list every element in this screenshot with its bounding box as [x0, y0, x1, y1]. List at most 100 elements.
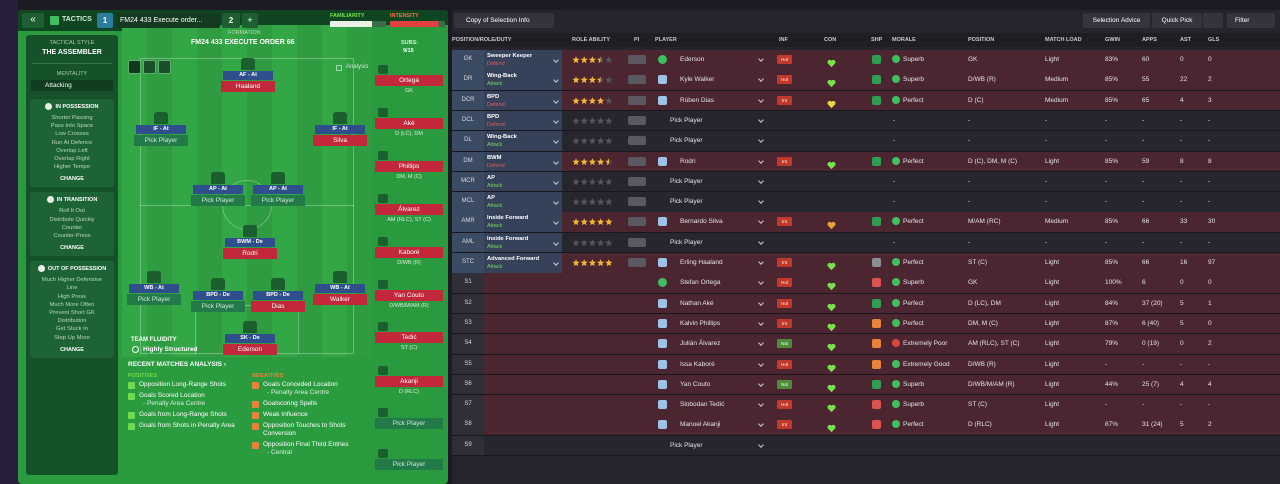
- filter[interactable]: Filter: [1227, 13, 1275, 28]
- player-name[interactable]: Rúben Dias: [680, 96, 714, 104]
- player-name[interactable]: Pick Player: [670, 137, 703, 145]
- role-tag[interactable]: WB - At: [315, 284, 365, 293]
- column-header[interactable]: PI: [634, 37, 640, 43]
- pi-icon[interactable]: [628, 176, 646, 186]
- sub-slot[interactable]: Aké: [375, 118, 443, 129]
- pi-icon[interactable]: [628, 95, 646, 105]
- player-slot[interactable]: Silva: [313, 135, 367, 146]
- sub-slot[interactable]: Tedić: [375, 332, 443, 343]
- player-slot[interactable]: Pick Player: [191, 195, 245, 206]
- player-slot[interactable]: Rodri: [223, 248, 277, 259]
- column-header[interactable]: ROLE ABILITY: [572, 37, 610, 43]
- player-slot[interactable]: Dias: [251, 301, 305, 312]
- player-name[interactable]: Pick Player: [670, 238, 703, 246]
- pi-icon[interactable]: [628, 197, 646, 207]
- column-header[interactable]: POSITION/ROLE/DUTY: [452, 37, 512, 43]
- column-header[interactable]: AST: [1180, 37, 1191, 43]
- player-name[interactable]: Erling Haaland: [680, 259, 723, 266]
- sub-slot[interactable]: Pick Player: [375, 459, 443, 470]
- column-header[interactable]: GLS: [1208, 37, 1220, 43]
- role-tag[interactable]: WB - At: [129, 284, 179, 293]
- role-tag[interactable]: AP - At: [253, 185, 303, 194]
- analysis-checkbox[interactable]: [336, 65, 342, 71]
- role-name[interactable]: AP: [487, 195, 496, 202]
- role-tag[interactable]: BPD - De: [193, 291, 243, 300]
- sub-slot[interactable]: Phillips: [375, 161, 443, 172]
- pi-icon[interactable]: [628, 237, 646, 247]
- slot-2[interactable]: 2: [222, 13, 240, 28]
- change-button[interactable]: CHANGE: [60, 346, 84, 353]
- formation-name[interactable]: FM24 433 EXECUTE ORDER 66: [191, 39, 295, 46]
- player-name[interactable]: Stefan Ortega: [680, 279, 721, 287]
- role-tag[interactable]: SK - De: [225, 334, 275, 343]
- sub-slot[interactable]: Kaboré: [375, 247, 443, 258]
- role-name[interactable]: Wing-Back: [487, 134, 517, 141]
- quick-pick[interactable]: Quick Pick: [1152, 13, 1202, 28]
- role-name[interactable]: AP: [487, 174, 496, 181]
- pi-icon[interactable]: [628, 156, 646, 166]
- role-tag[interactable]: IF - At: [315, 125, 365, 134]
- pi-icon[interactable]: [628, 115, 646, 125]
- role-tag[interactable]: BWM - De: [225, 238, 275, 247]
- player-name[interactable]: Pick Player: [670, 198, 703, 206]
- view-toggle[interactable]: [128, 60, 141, 74]
- column-header[interactable]: MORALE: [892, 37, 916, 43]
- column-header[interactable]: POSITION: [968, 37, 995, 43]
- sub-slot[interactable]: Pick Player: [375, 418, 443, 429]
- column-header[interactable]: INF: [779, 37, 788, 43]
- player-name[interactable]: Nathan Aké: [680, 299, 714, 307]
- player-name[interactable]: Julián Álvarez: [680, 340, 721, 348]
- selection-advice[interactable]: Selection Advice: [1083, 13, 1150, 28]
- change-button[interactable]: CHANGE: [60, 245, 84, 252]
- sub-slot[interactable]: Álvarez: [375, 204, 443, 215]
- pi-icon[interactable]: [628, 217, 646, 227]
- role-tag[interactable]: AF - At: [223, 71, 273, 80]
- player-name[interactable]: Slobodan Tedić: [680, 401, 725, 409]
- player-name[interactable]: Pick Player: [670, 441, 703, 449]
- add-tactic[interactable]: +: [242, 13, 258, 28]
- change-button[interactable]: CHANGE: [60, 176, 84, 183]
- role-tag[interactable]: AP - At: [193, 185, 243, 194]
- back-button[interactable]: «: [22, 13, 44, 28]
- role-name[interactable]: Inside Forward: [487, 235, 529, 242]
- player-name[interactable]: Pick Player: [670, 116, 703, 124]
- column-header[interactable]: CON: [824, 37, 837, 43]
- column-header[interactable]: APPS: [1142, 37, 1157, 43]
- player-name[interactable]: Manuel Akanji: [680, 421, 721, 429]
- tactic-dropdown[interactable]: FM24 433 Execute order...: [116, 13, 220, 28]
- column-header[interactable]: SHP: [871, 37, 883, 43]
- pi-icon[interactable]: [628, 258, 646, 267]
- role-tag[interactable]: IF - At: [136, 125, 186, 134]
- player-slot[interactable]: Ederson: [223, 344, 277, 355]
- role-name[interactable]: BWM: [487, 154, 502, 161]
- player-name[interactable]: Ederson: [680, 56, 705, 63]
- player-slot[interactable]: Pick Player: [134, 135, 188, 146]
- player-name[interactable]: Rodri: [680, 157, 696, 165]
- player-name[interactable]: Kyle Walker: [680, 76, 715, 84]
- pi-icon[interactable]: [628, 55, 646, 64]
- sub-slot[interactable]: Yan Couto: [375, 290, 443, 301]
- player-name[interactable]: Yan Couto: [680, 380, 711, 388]
- player-name[interactable]: Issa Kaboré: [680, 360, 715, 368]
- quick-pick-menu[interactable]: [1203, 13, 1223, 28]
- role-name[interactable]: Inside Forward: [487, 215, 529, 222]
- role-tag[interactable]: BPD - De: [253, 291, 303, 300]
- player-slot[interactable]: Pick Player: [127, 294, 181, 305]
- view-toggle[interactable]: [143, 60, 156, 74]
- column-header[interactable]: MATCH LOAD: [1045, 37, 1082, 43]
- role-name[interactable]: Sweeper Keeper: [487, 53, 533, 59]
- role-name[interactable]: BPD: [487, 93, 500, 100]
- player-slot[interactable]: Haaland: [221, 81, 275, 92]
- column-header[interactable]: PLAYER: [655, 37, 677, 43]
- copy-button[interactable]: Copy of Selection Info: [454, 13, 554, 28]
- player-name[interactable]: Bernardo Silva: [680, 218, 723, 226]
- sub-slot[interactable]: Akanji: [375, 376, 443, 387]
- analysis-title[interactable]: RECENT MATCHES ANALYSIS ›: [128, 361, 226, 368]
- role-name[interactable]: Wing-Back: [487, 73, 517, 80]
- slot-1[interactable]: 1: [97, 13, 113, 28]
- pi-icon[interactable]: [628, 75, 646, 85]
- player-slot[interactable]: Pick Player: [191, 301, 245, 312]
- role-name[interactable]: Advanced Forward: [487, 256, 540, 262]
- pi-icon[interactable]: [628, 136, 646, 146]
- player-name[interactable]: Pick Player: [670, 177, 703, 185]
